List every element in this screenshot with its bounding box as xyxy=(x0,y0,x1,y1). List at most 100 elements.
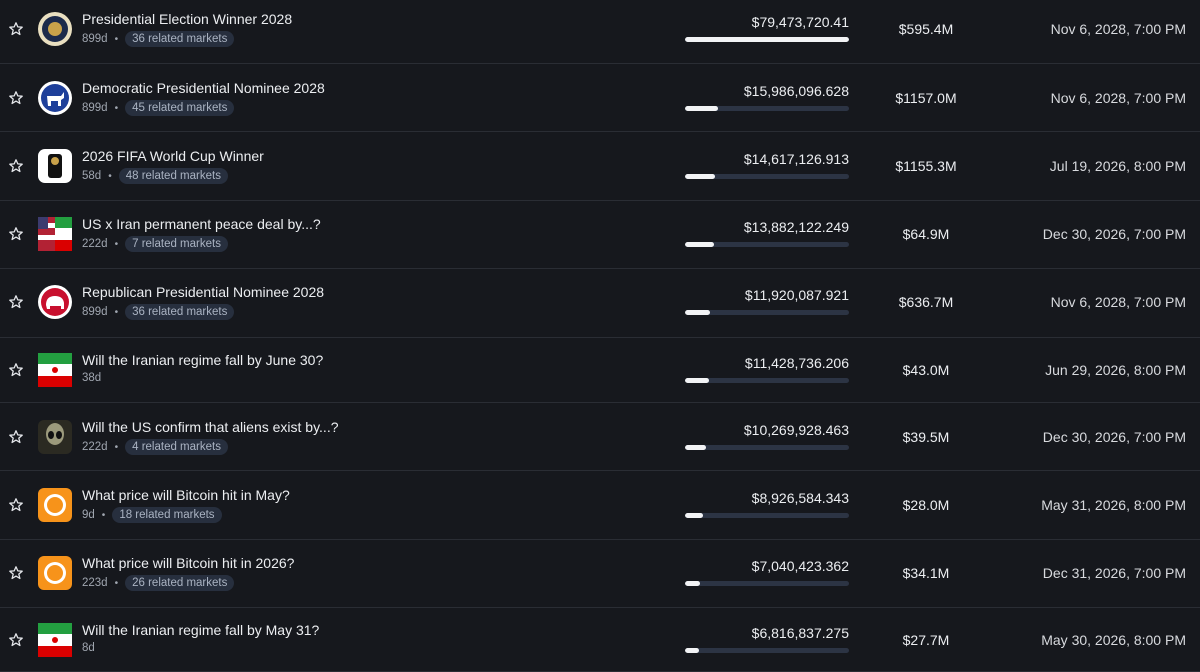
favorite-star[interactable] xyxy=(8,497,24,513)
end-date: May 31, 2026, 8:00 PM xyxy=(1041,497,1186,513)
related-markets: 36 related markets xyxy=(125,31,235,47)
related-markets: 48 related markets xyxy=(118,168,228,184)
separator: • xyxy=(101,509,106,521)
volume-bar xyxy=(685,378,709,383)
favorite-star[interactable] xyxy=(8,632,24,648)
days-left: 222d xyxy=(82,441,108,453)
favorite-star[interactable] xyxy=(8,565,24,581)
volume: $11,428,736.206 xyxy=(744,355,849,371)
end-date: Nov 6, 2028, 7:00 PM xyxy=(1050,21,1186,37)
market-title: Will the Iranian regime fall by May 31? xyxy=(82,622,320,638)
days-left: 9d xyxy=(82,509,95,521)
market-row[interactable]: Democratic Presidential Nominee 2028 899d… xyxy=(0,64,1200,132)
related-markets: 36 related markets xyxy=(125,304,235,320)
market-meta: 222d • 4 related markets xyxy=(82,439,228,455)
liquidity: $43.0M xyxy=(902,362,950,378)
separator: • xyxy=(108,170,112,182)
volume: $11,920,087.921 xyxy=(744,287,849,303)
days-left: 899d xyxy=(82,102,108,114)
related-markets: 45 related markets xyxy=(125,100,235,116)
related-markets: 18 related markets xyxy=(112,507,222,523)
market-title: Will the Iranian regime fall by June 30? xyxy=(82,352,324,368)
market-icon xyxy=(38,353,72,387)
volume-bar-track xyxy=(685,648,849,653)
end-date: Jul 19, 2026, 8:00 PM xyxy=(1049,158,1186,174)
separator: • xyxy=(114,102,119,114)
end-date: Dec 31, 2026, 7:00 PM xyxy=(1042,565,1186,581)
related-markets: 26 related markets xyxy=(125,575,235,591)
volume-bar-track xyxy=(685,242,849,247)
days-left: 899d xyxy=(82,33,108,45)
volume: $10,269,928.463 xyxy=(743,422,849,438)
market-icon xyxy=(38,12,72,46)
market-row[interactable]: Republican Presidential Nominee 2028 899d… xyxy=(0,269,1200,338)
volume-bar xyxy=(685,513,704,518)
separator: • xyxy=(114,577,119,589)
volume-bar-track xyxy=(685,378,849,383)
days-left: 38d xyxy=(82,372,102,384)
volume: $79,473,720.41 xyxy=(751,14,849,30)
liquidity: $1155.3M xyxy=(895,158,957,174)
market-title: US x Iran permanent peace deal by...? xyxy=(82,216,321,232)
favorite-star[interactable] xyxy=(8,362,24,378)
market-title: Will the US confirm that aliens exist by… xyxy=(82,419,339,435)
volume-bar-track xyxy=(685,445,849,450)
volume: $6,816,837.275 xyxy=(751,625,849,641)
days-left: 8d xyxy=(82,642,95,654)
volume-bar-track xyxy=(685,174,849,179)
days-left: 58d xyxy=(82,170,102,182)
market-row[interactable]: Will the US confirm that aliens exist by… xyxy=(0,403,1200,471)
market-icon xyxy=(38,149,72,183)
related-markets: 4 related markets xyxy=(125,439,228,455)
end-date: Nov 6, 2028, 7:00 PM xyxy=(1050,294,1186,310)
market-icon xyxy=(38,81,72,115)
market-row[interactable]: What price will Bitcoin hit in May? 9d • 18… xyxy=(0,471,1200,540)
end-date: Dec 30, 2026, 7:00 PM xyxy=(1042,226,1186,242)
market-row[interactable]: 2026 FIFA World Cup Winner 58d • 48 related… xyxy=(0,132,1200,201)
favorite-star[interactable] xyxy=(8,294,24,310)
liquidity: $595.4M xyxy=(898,21,954,37)
days-left: 223d xyxy=(82,577,108,589)
volume-bar xyxy=(685,174,716,179)
liquidity: $27.7M xyxy=(902,632,950,648)
separator: • xyxy=(114,441,119,453)
market-row[interactable]: US x Iran permanent peace deal by...? 222… xyxy=(0,201,1200,269)
market-icon xyxy=(38,623,72,657)
market-row[interactable]: Will the Iranian regime fall by June 30?… xyxy=(0,338,1200,403)
volume: $14,617,126.913 xyxy=(743,151,849,167)
market-row[interactable]: Presidential Election Winner 2028 899d • 36… xyxy=(0,0,1200,64)
market-title: What price will Bitcoin hit in 2026? xyxy=(82,555,295,571)
volume-bar xyxy=(685,581,700,586)
separator: • xyxy=(114,238,119,250)
market-meta: 223d • 26 related markets xyxy=(82,575,235,591)
end-date: Dec 30, 2026, 7:00 PM xyxy=(1042,429,1186,445)
market-row[interactable]: What price will Bitcoin hit in 2026? 223d… xyxy=(0,540,1200,608)
market-icon xyxy=(38,217,72,251)
market-title: 2026 FIFA World Cup Winner xyxy=(82,148,264,164)
favorite-star[interactable] xyxy=(8,90,24,106)
volume-bar-track xyxy=(685,581,849,586)
volume: $13,882,122.249 xyxy=(743,219,849,235)
separator: • xyxy=(114,33,119,45)
volume-bar-track xyxy=(685,513,849,518)
market-row[interactable]: Will the Iranian regime fall by May 31? 8… xyxy=(0,608,1200,672)
end-date: Jun 29, 2026, 8:00 PM xyxy=(1045,362,1186,378)
favorite-star[interactable] xyxy=(8,158,24,174)
market-title: Democratic Presidential Nominee 2028 xyxy=(82,80,325,96)
market-meta: 899d • 45 related markets xyxy=(82,100,235,116)
market-icon xyxy=(38,488,72,522)
volume-bar xyxy=(685,106,718,111)
market-title: Presidential Election Winner 2028 xyxy=(82,11,293,27)
market-icon xyxy=(38,285,72,319)
end-date: Nov 6, 2028, 7:00 PM xyxy=(1050,90,1186,106)
favorite-star[interactable] xyxy=(8,226,24,242)
volume: $15,986,096.628 xyxy=(743,83,849,99)
favorite-star[interactable] xyxy=(8,429,24,445)
volume-bar-track xyxy=(685,37,849,42)
volume: $8,926,584.343 xyxy=(751,490,849,506)
volume-bar xyxy=(685,445,707,450)
days-left: 222d xyxy=(82,238,108,250)
favorite-star[interactable] xyxy=(8,21,24,37)
market-meta: 8d xyxy=(82,642,95,654)
